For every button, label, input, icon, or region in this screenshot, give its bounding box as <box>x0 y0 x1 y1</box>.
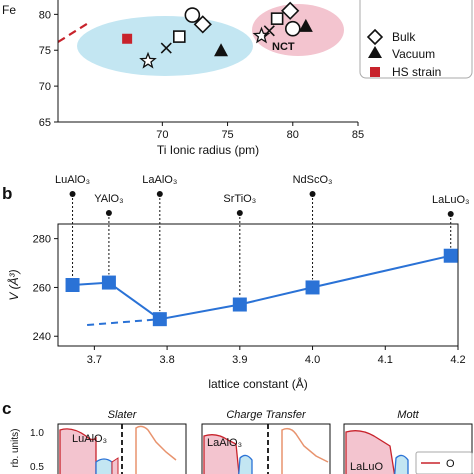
y-tick-label-b: 280 <box>33 234 51 246</box>
x-point <box>160 42 172 54</box>
legend-a: Bulk Vacuum HS strain <box>359 0 473 79</box>
cluster-regions: NCT <box>57 4 344 76</box>
pink-area <box>59 428 97 474</box>
y-ticks-b: 240 260 280 <box>33 234 58 343</box>
blue-area <box>95 458 113 474</box>
nct-region-label: NCT <box>272 41 295 53</box>
y-tick-label-a: 65 <box>39 117 51 129</box>
legend-c-box <box>415 451 473 474</box>
panel-letter-b: b <box>2 184 12 203</box>
blue-area <box>238 454 253 474</box>
volume-markers <box>65 248 458 327</box>
orange-spectrum <box>281 427 329 474</box>
circle-point <box>184 7 201 23</box>
legend-diamond-icon <box>366 28 384 46</box>
y-tick-label-b: 240 <box>33 331 51 343</box>
subplot-title-mott: Mott <box>397 409 419 421</box>
volume-marker <box>232 297 247 312</box>
vacuum-triangle-point <box>298 18 313 32</box>
y-axis-label-b: V (Å³) <box>6 269 21 300</box>
blue-area <box>394 454 409 474</box>
compound-label: NdScO₃ <box>293 174 333 186</box>
hs-strain-trend-line <box>57 21 91 43</box>
volume-marker <box>305 280 320 295</box>
compound-lualo3: LuAlO₃ <box>72 433 107 445</box>
y-tick-label-a: 70 <box>39 81 51 93</box>
pink-area <box>203 434 240 474</box>
x-tick-label-b: 4.2 <box>450 354 465 366</box>
legend-box <box>359 0 473 79</box>
x-tick-label-a: 75 <box>221 129 233 141</box>
circle-point <box>284 20 301 37</box>
volume-marker <box>152 312 167 327</box>
pink-area-small <box>111 457 119 474</box>
hs-strain-square-point <box>122 33 133 44</box>
panel-c: c rb. units) 1.0 0.5 Slater LuAlO₃ Charg… <box>2 399 473 474</box>
y-tick-label-a: 80 <box>39 9 51 21</box>
compound-label: LaAlO₃ <box>142 174 177 186</box>
panel-a: NCT 70 75 80 85 65 70 75 80 Fe Ti Ionic radius… <box>2 0 473 157</box>
x-point <box>263 25 275 37</box>
volume-marker <box>443 248 458 263</box>
compound-label: YAlO₃ <box>94 193 123 205</box>
subplot-title-charge-transfer: Charge Transfer <box>226 409 307 421</box>
volume-marker <box>65 278 80 292</box>
subplot-title-slater: Slater <box>108 409 138 421</box>
y-tick-c-1: 1.0 <box>30 428 44 439</box>
legend-triangle-icon <box>368 46 382 58</box>
compound-laluo: LaLuO <box>350 461 383 473</box>
volume-line <box>72 254 451 321</box>
legend-bulk: Bulk <box>392 30 416 44</box>
dashed-extension-line <box>87 318 160 326</box>
legend-c: O <box>415 451 473 474</box>
pink-area <box>345 430 396 474</box>
y-axis-label-a: Fe <box>2 3 16 17</box>
panel-letter-c: c <box>2 399 11 418</box>
compound-label: LaLuO₃ <box>432 194 470 206</box>
bulk-diamond-point <box>281 1 300 20</box>
open-square-point <box>270 12 284 25</box>
subplot-frame-charge-transfer <box>201 423 331 474</box>
compound-label: SrTiO₃ <box>223 193 256 205</box>
vacuum-triangle-point <box>214 43 229 57</box>
compound-label: LuAlO₃ <box>55 174 90 186</box>
subplot-mott: Mott LaLuO O <box>343 409 473 474</box>
legend-hs-strain: HS strain <box>392 65 441 79</box>
y-tick-label-b: 260 <box>33 282 51 294</box>
x-axis-label-b: lattice constant (Å) <box>208 376 307 391</box>
x-ticks-b: 3.7 3.8 3.9 4.0 4.1 4.2 <box>87 346 466 366</box>
y-tick-c-05: 0.5 <box>30 462 44 473</box>
y-ticks-a: 65 70 75 80 <box>39 9 58 129</box>
y-axis-label-c: rb. units) <box>10 429 21 468</box>
legend-c-o: O <box>446 458 455 470</box>
x-tick-label-b: 3.8 <box>159 354 174 366</box>
star-point <box>139 51 157 69</box>
x-tick-label-b: 4.1 <box>378 354 393 366</box>
bulk-diamond-point <box>193 15 212 34</box>
compound-laalo3: LaAlO₃ <box>207 437 242 449</box>
x-tick-label-b: 3.9 <box>232 354 247 366</box>
y-tick-label-a: 75 <box>39 45 51 57</box>
orange-spectrum <box>135 425 177 474</box>
x-tick-label-a: 80 <box>287 129 299 141</box>
x-ticks-a: 70 75 80 85 <box>156 122 364 141</box>
subplot-charge-transfer: Charge Transfer LaAlO₃ <box>201 409 331 474</box>
panel-a-markers <box>122 1 313 69</box>
panel-b: b 3.7 3.8 3.9 4.0 4.1 4.2 240 260 280 LuAlO₃ YAl… <box>2 174 469 391</box>
x-axis-label-a: Ti Ionic radius (pm) <box>157 143 259 157</box>
x-tick-label-a: 70 <box>156 129 168 141</box>
legend-vacuum: Vacuum <box>392 47 435 61</box>
x-tick-label-a: 85 <box>352 129 364 141</box>
plot-frame-b <box>57 223 459 347</box>
legend-red-square-icon <box>370 67 380 77</box>
open-square-point <box>173 30 186 43</box>
volume-marker <box>101 275 116 290</box>
compound-annotations: LuAlO₃ YAlO₃ LaAlO₃ SrTiO₃ NdScO₃ LaLuO₃ <box>55 174 470 312</box>
x-tick-label-b: 3.7 <box>87 354 102 366</box>
x-tick-label-b: 4.0 <box>305 354 320 366</box>
subplot-slater: Slater LuAlO₃ <box>57 409 187 474</box>
